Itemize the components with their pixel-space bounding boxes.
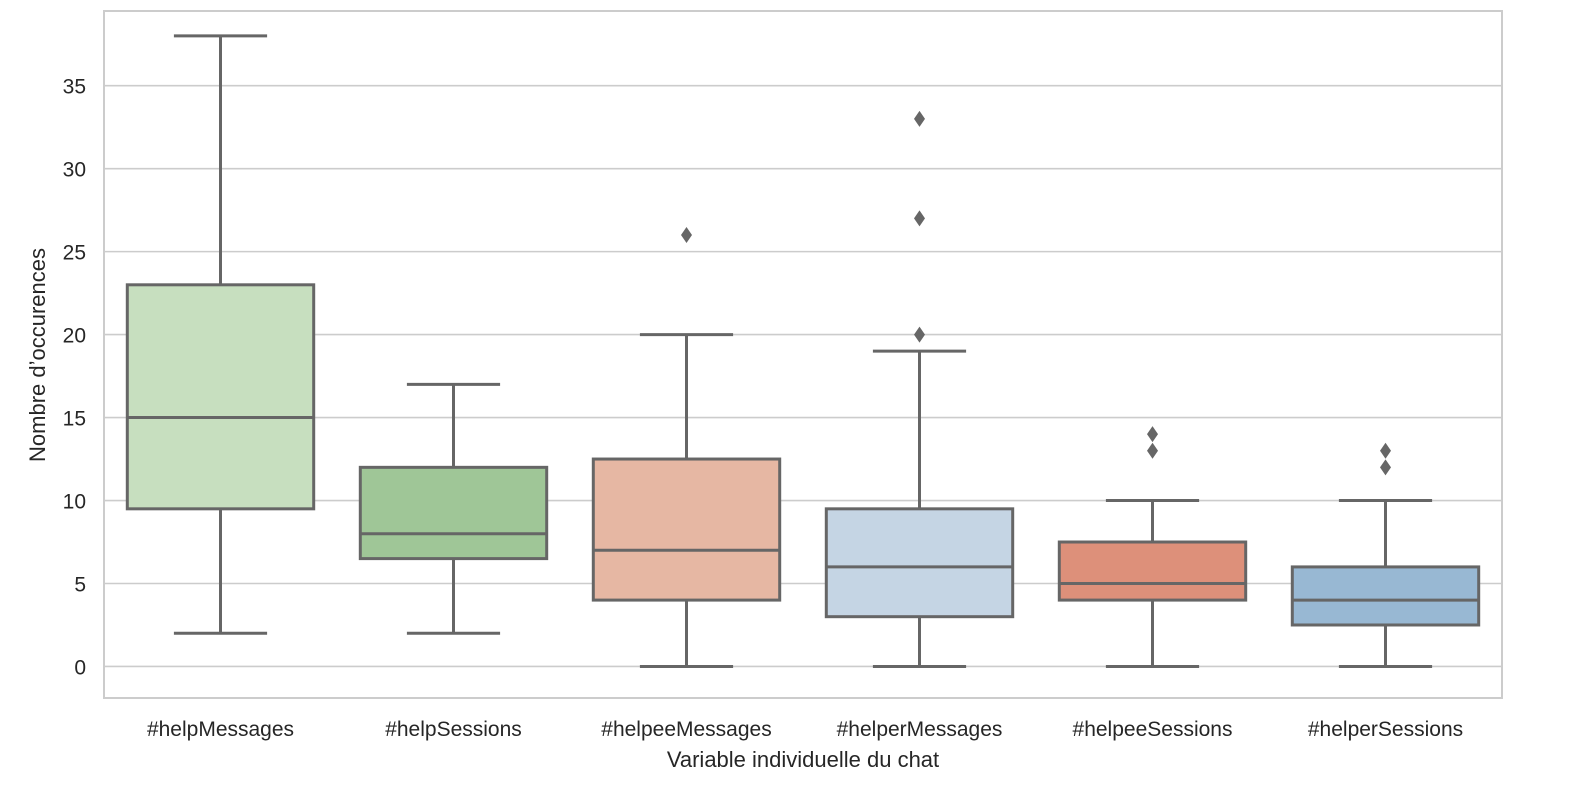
box-group	[1057, 426, 1248, 668]
outlier-point	[1147, 426, 1158, 443]
grid-layer	[104, 84, 1502, 668]
y-axis-label: Nombre d’occurences	[25, 248, 50, 462]
box-group	[358, 382, 549, 635]
box	[1290, 565, 1481, 627]
x-tick-label: #helpSessions	[385, 718, 522, 741]
y-tick-label: 0	[74, 656, 86, 679]
y-tick-label: 35	[63, 76, 86, 99]
x-tick-label: #helpeeSessions	[1073, 718, 1233, 741]
box	[358, 465, 549, 561]
box	[591, 457, 782, 602]
box	[1057, 540, 1248, 602]
box-group	[824, 110, 1015, 668]
outlier-point	[914, 110, 925, 127]
plot-frame	[103, 10, 1503, 699]
x-tick-labels: #helpMessages #helpSessions #helpeeMessage…	[147, 718, 1463, 741]
outlier-point	[914, 326, 925, 343]
y-tick-label: 20	[63, 325, 86, 348]
y-tick-label: 30	[63, 159, 86, 182]
y-tick-label: 15	[63, 408, 86, 431]
y-tick-label: 10	[63, 491, 86, 514]
outlier-point	[1380, 459, 1391, 476]
outlier-point	[1380, 442, 1391, 459]
box-group	[591, 227, 782, 668]
box	[125, 283, 316, 511]
x-tick-label: #helperMessages	[837, 718, 1003, 741]
box-group	[1290, 442, 1481, 668]
x-tick-label: #helpeeMessages	[601, 718, 771, 741]
box	[824, 507, 1015, 619]
y-tick-label: 5	[74, 574, 86, 597]
x-tick-label: #helperSessions	[1308, 718, 1463, 741]
outlier-point	[1147, 442, 1158, 459]
outlier-point	[914, 210, 925, 227]
outlier-point	[681, 227, 692, 244]
x-axis-label: Variable individuelle du chat	[667, 747, 939, 772]
x-tick-label: #helpMessages	[147, 718, 294, 741]
box-group	[125, 34, 316, 635]
boxes-layer	[125, 34, 1481, 668]
y-tick-label: 25	[63, 242, 86, 265]
y-tick-labels: 0 5 10 15 20 25 30 35	[63, 76, 86, 680]
